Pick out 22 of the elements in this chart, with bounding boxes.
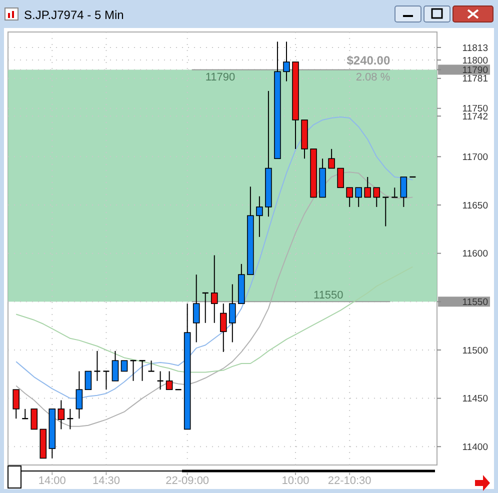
y-tick-label: 11813 xyxy=(462,42,488,54)
annotation: $240.00 xyxy=(346,54,390,68)
y-tick-label: 11400 xyxy=(462,442,488,453)
y-tick-label: 11790 xyxy=(462,65,488,76)
x-tick-label: 10:00 xyxy=(282,475,310,488)
y-tick-label: 11742 xyxy=(462,111,488,122)
y-tick-label: 11650 xyxy=(462,200,488,212)
annotation: 2.08 % xyxy=(356,72,390,84)
x-tick-label: 22-10:30 xyxy=(328,475,372,488)
x-tick-label: 22-09:00 xyxy=(166,475,210,488)
x-tick-label: 14:30 xyxy=(92,475,120,488)
y-tick-label: 11700 xyxy=(462,152,488,164)
y-tick-label: 11550 xyxy=(462,296,488,308)
y-tick-label: 11800 xyxy=(462,55,488,66)
y-tick-label: 11450 xyxy=(462,394,488,405)
chart-title: S.JP.J7974 - 5 Min xyxy=(24,8,124,22)
ref-line-label: 11790 xyxy=(205,72,236,84)
x-tick-label: 14:00 xyxy=(38,475,66,488)
y-tick-label: 11781 xyxy=(462,74,488,85)
y-tick-label: 11500 xyxy=(462,345,488,356)
y-tick-label: 11600 xyxy=(462,248,488,260)
ref-line-label: 11550 xyxy=(314,290,344,302)
